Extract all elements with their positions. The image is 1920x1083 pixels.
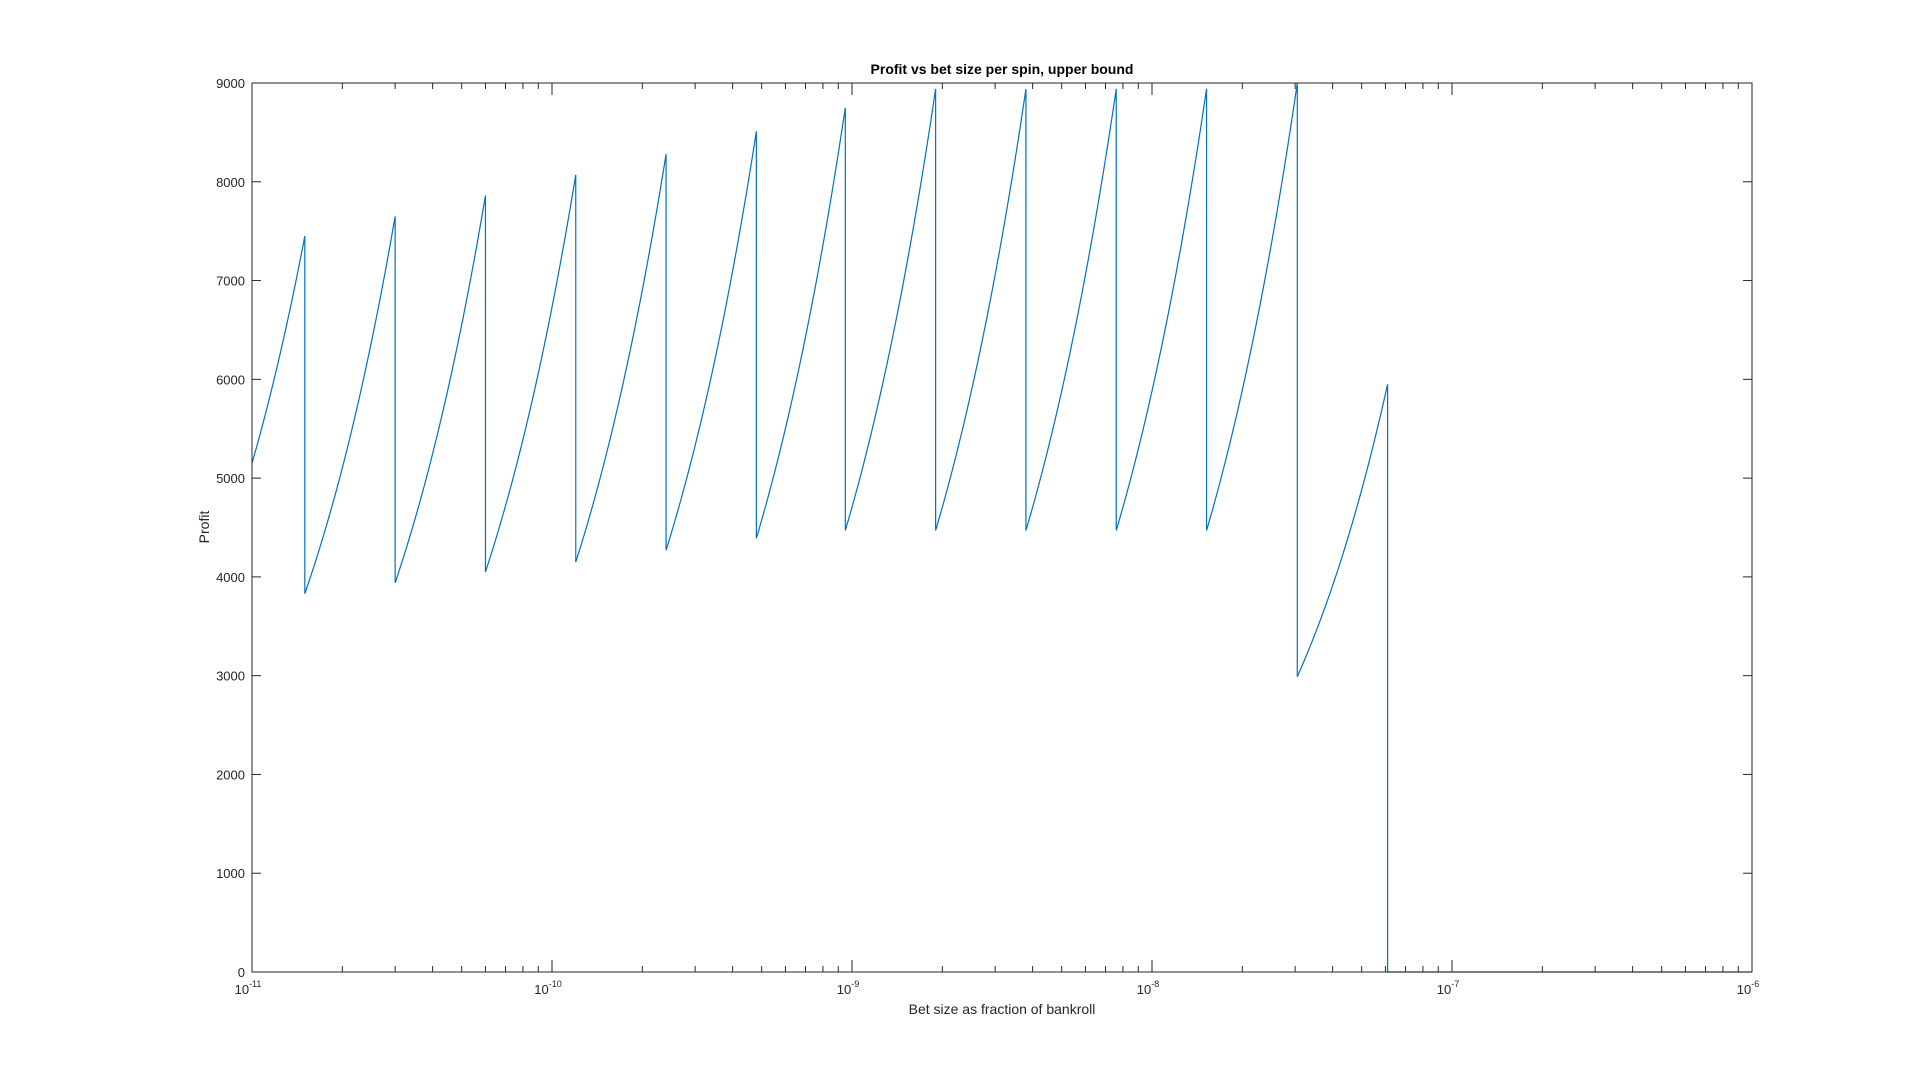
- series-line: [251, 82, 1752, 973]
- x-tick-exponent: -7: [1451, 979, 1459, 989]
- x-tick-exponent: -10: [549, 979, 562, 989]
- y-tick-label: 6000: [216, 372, 245, 387]
- x-tick-label: 10-9: [837, 979, 859, 997]
- x-tick-base: 10: [1737, 982, 1751, 997]
- x-tick-exponent: -11: [249, 979, 261, 989]
- x-tick-exponent: -8: [1151, 979, 1159, 989]
- x-tick-exponent: -6: [1751, 979, 1759, 989]
- plot-frame: [251, 82, 1753, 973]
- y-tick-label: 4000: [216, 570, 245, 585]
- x-axis-label: Bet size as fraction of bankroll: [909, 1001, 1096, 1017]
- y-tick-label: 0: [238, 965, 245, 980]
- x-tick-base: 10: [235, 982, 249, 997]
- x-tick-label: 10-6: [1737, 979, 1759, 997]
- y-tick-label: 5000: [216, 471, 245, 486]
- x-tick-base: 10: [1137, 982, 1151, 997]
- x-tick-base: 10: [534, 982, 548, 997]
- x-tick-label: 10-11: [235, 979, 262, 997]
- minor-ticks: [341, 83, 1739, 972]
- x-tick-base: 10: [1437, 982, 1451, 997]
- x-tick-exponent: -9: [851, 979, 859, 989]
- chart-title: Profit vs bet size per spin, upper bound: [871, 61, 1134, 77]
- y-tick-label: 3000: [216, 669, 245, 684]
- x-tick-label: 10-10: [534, 979, 561, 997]
- y-tick-label: 1000: [216, 866, 245, 881]
- y-tick-label: 8000: [216, 175, 245, 190]
- x-tick-base: 10: [837, 982, 851, 997]
- x-tick-label: 10-8: [1137, 979, 1159, 997]
- y-tick-labels: 0 1000 2000 3000 4000 5000 6000 7000 8000 9000: [216, 76, 245, 980]
- y-tick-label: 2000: [216, 767, 245, 782]
- x-tick-label: 10-7: [1437, 979, 1459, 997]
- y-axis-label: Profit: [196, 511, 212, 544]
- y-tick-label: 9000: [216, 76, 245, 91]
- y-tick-label: 7000: [216, 274, 245, 289]
- plot-background: [252, 83, 1752, 972]
- x-tick-labels: 10-11 10-10 10-9 10-8 10-7 10-6: [235, 979, 1760, 997]
